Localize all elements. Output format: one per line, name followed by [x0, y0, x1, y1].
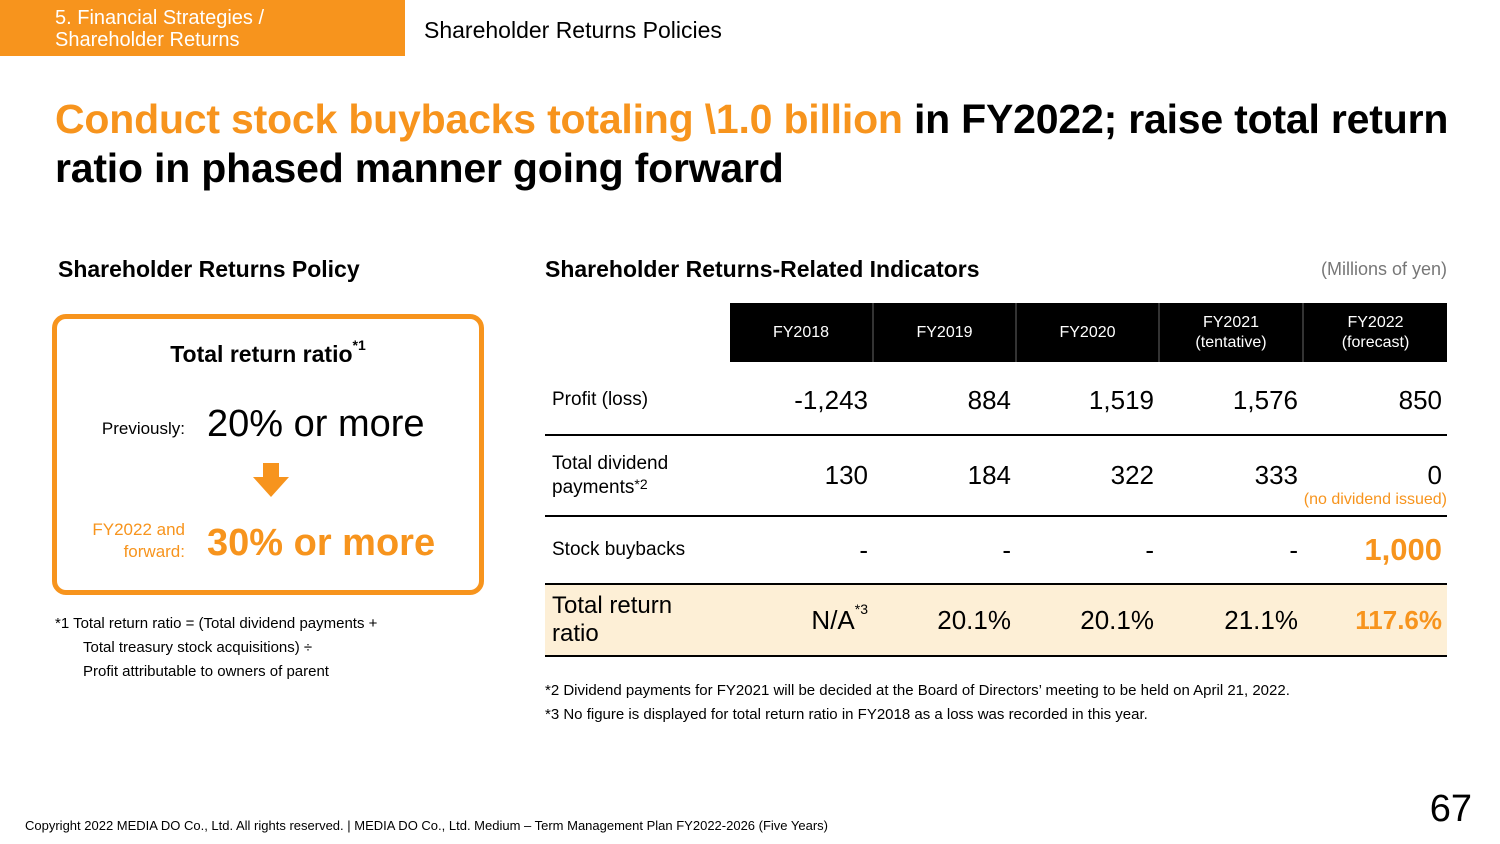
table-row-profit: Profit (loss) -1,243 884 1,519 1,576 850: [545, 363, 1447, 436]
header-fy2021: FY2021 (tentative): [1159, 303, 1304, 366]
total-return-fy2022-value: 117.6%: [1303, 584, 1447, 657]
header-fy2022: FY2022 (forecast): [1303, 303, 1447, 366]
table-cell: 20.1%: [873, 584, 1016, 657]
dividends-fy2022-cell: 0 (no dividend issued): [1303, 435, 1447, 517]
table-cell: -: [1016, 516, 1159, 585]
row-label-buybacks: Stock buybacks: [545, 516, 730, 585]
buybacks-fy2022-value: 1,000: [1303, 516, 1447, 585]
header-fy2018: FY2018: [730, 303, 874, 366]
new-policy-value: 30% or more: [207, 522, 436, 564]
header-blank-cell: [545, 303, 730, 366]
footnote-1-line3: Profit attributable to owners of parent: [83, 663, 329, 680]
total-return-fy2018-cell: N/A*3: [730, 584, 873, 657]
header-fy2021-label: FY2021: [1202, 313, 1260, 331]
footnote-1-line2: Total treasury stock acquisitions) ÷: [83, 639, 313, 656]
new-policy-label: FY2022 and forward:: [92, 519, 185, 563]
footnote-3: *3 No figure is displayed for total retu…: [545, 706, 1148, 723]
unit-note: (Millions of yen): [1320, 259, 1447, 279]
total-return-label-line2: ratio: [552, 620, 599, 647]
section-tag: 5. Financial Strategies / Shareholder Re…: [0, 0, 405, 56]
indicators-heading: Shareholder Returns-Related Indicators: [545, 256, 980, 282]
table-row-buybacks: Stock buybacks - - - - 1,000: [545, 516, 1447, 585]
dividends-label-line2: payments: [552, 476, 635, 498]
dividends-label-line2-wrap: payments*2: [552, 476, 730, 500]
table-cell: 333: [1159, 435, 1303, 517]
table-cell: 884: [873, 363, 1016, 436]
table-header-row: FY2018 FY2019 FY2020 FY2021 (tentative) F…: [545, 303, 1447, 366]
header-fy2018-label: FY2018: [772, 323, 830, 341]
policy-heading: Shareholder Returns Policy: [58, 256, 360, 282]
footnotes-right: *2 Dividend payments for FY2021 will be …: [545, 679, 1290, 727]
box-title-text: Total return ratio: [170, 341, 353, 367]
table-cell: 21.1%: [1159, 584, 1303, 657]
table-cell: -: [730, 516, 873, 585]
new-label-line1: FY2022 and: [92, 520, 185, 539]
table-cell: -: [1159, 516, 1303, 585]
headline-rest: in FY2022; raise total return ratio in p…: [55, 96, 1449, 191]
header-fy2019-label: FY2019: [916, 323, 973, 341]
copyright: Copyright 2022 MEDIA DO Co., Ltd. All ri…: [25, 818, 828, 833]
table-cell: 850: [1303, 363, 1447, 436]
total-return-fy2018-value: N/A: [811, 604, 855, 635]
dividends-label-note: *2: [634, 475, 648, 492]
down-arrow-icon: [253, 463, 289, 497]
dividends-fy2022-value: 0: [1427, 460, 1442, 490]
header-fy2021-sublabel: (tentative): [1195, 333, 1267, 351]
row-label-profit: Profit (loss): [545, 363, 730, 436]
table-cell: 184: [873, 435, 1016, 517]
row-label-dividends: Total dividend payments*2: [545, 435, 730, 517]
header-fy2022-sublabel: (forecast): [1341, 333, 1410, 351]
total-return-fy2018-note: *3: [854, 600, 868, 617]
page-subtitle: Shareholder Returns Policies: [424, 17, 722, 43]
no-dividend-note: (no dividend issued): [1303, 491, 1447, 508]
section-tag-line2: Shareholder Returns: [55, 29, 240, 51]
headline-accent: Conduct stock buybacks totaling \1.0 bil…: [55, 96, 903, 142]
dividends-label-line1: Total dividend: [552, 452, 669, 474]
policy-box: Total return ratio*1 Previously: 20% or …: [52, 314, 484, 595]
box-title-note: *1: [352, 337, 366, 353]
header-fy2022-label: FY2022: [1347, 313, 1404, 331]
footnote-1: *1 Total return ratio = (Total dividend …: [55, 612, 377, 684]
table-cell: 1,519: [1016, 363, 1159, 436]
indicators-table: FY2018 FY2019 FY2020 FY2021 (tentative) F…: [545, 303, 1447, 657]
section-tag-line1: 5. Financial Strategies /: [55, 7, 264, 29]
table-cell: 20.1%: [1016, 584, 1159, 657]
table-row-total-return: Total return ratio N/A*3 20.1% 20.1% 21.1…: [545, 584, 1447, 657]
previous-value: 20% or more: [207, 403, 425, 445]
header-fy2019: FY2019: [873, 303, 1017, 366]
row-label-total-return: Total return ratio: [545, 584, 730, 657]
page-number: 67: [1429, 788, 1472, 830]
previous-label: Previously:: [101, 419, 185, 438]
table-cell: -: [873, 516, 1016, 585]
page-headline: Conduct stock buybacks totaling \1.0 bil…: [55, 95, 1455, 193]
total-return-label-line1: Total return: [552, 592, 673, 619]
header-fy2020-label: FY2020: [1059, 323, 1116, 341]
table-cell: 130: [730, 435, 873, 517]
table-cell: -1,243: [730, 363, 873, 436]
table-row-dividends: Total dividend payments*2 130 184 322 333…: [545, 435, 1447, 517]
footnote-2: *2 Dividend payments for FY2021 will be …: [545, 682, 1290, 699]
footnote-1-line1: *1 Total return ratio = (Total dividend …: [55, 615, 378, 632]
new-label-line2: forward:: [123, 542, 185, 561]
table-cell: 1,576: [1159, 363, 1303, 436]
header-fy2020: FY2020: [1016, 303, 1160, 366]
policy-box-title: Total return ratio*1: [57, 337, 479, 368]
table-cell: 322: [1016, 435, 1159, 517]
